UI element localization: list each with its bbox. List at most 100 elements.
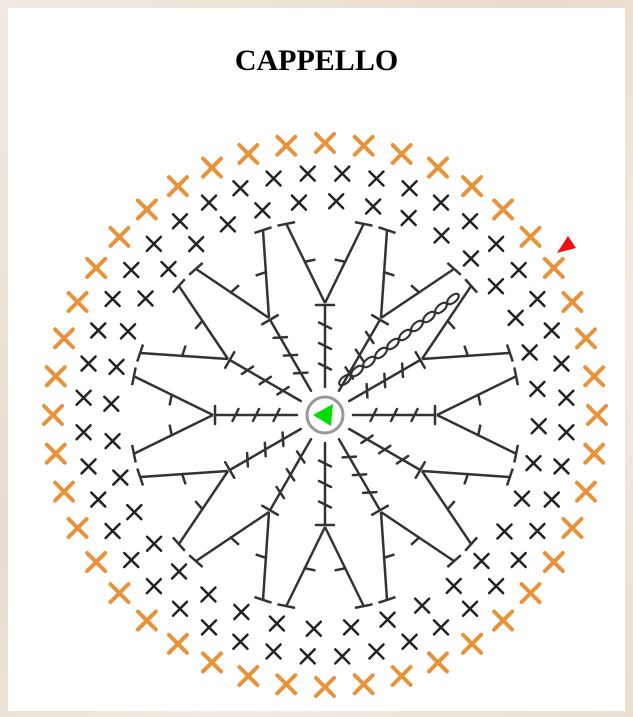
single-crochet xyxy=(543,322,560,339)
single-crochet xyxy=(558,424,575,441)
v-stitch-top xyxy=(378,595,396,604)
v-stitch-top xyxy=(513,367,520,386)
v-stitch-top xyxy=(505,468,514,486)
single-crochet xyxy=(75,389,92,406)
single-crochet xyxy=(232,633,249,650)
single-crochet xyxy=(44,365,67,388)
single-crochet xyxy=(561,291,584,314)
single-crochet xyxy=(542,256,565,279)
v-stitch xyxy=(323,223,365,304)
single-crochet xyxy=(171,213,189,230)
single-crochet xyxy=(42,404,64,426)
v-stitch-top xyxy=(378,226,396,235)
single-crochet xyxy=(66,516,89,539)
single-crochet xyxy=(530,417,547,435)
single-crochet xyxy=(80,458,97,475)
v-stitch-top xyxy=(188,261,204,276)
end-marker xyxy=(557,236,576,253)
single-crochet xyxy=(445,577,463,595)
single-crochet xyxy=(265,170,282,187)
v-stitch-bar xyxy=(334,566,347,572)
v-stitch-bar xyxy=(445,319,456,330)
v-stitch-bar xyxy=(303,566,316,572)
single-crochet xyxy=(426,156,449,179)
v-stitch xyxy=(379,511,389,600)
single-crochet xyxy=(237,143,260,166)
single-crochet xyxy=(53,480,76,503)
single-crochet xyxy=(201,156,224,179)
single-crochet xyxy=(513,490,531,507)
v-stitch-bar xyxy=(180,345,187,358)
single-crochet xyxy=(290,194,308,211)
single-crochet xyxy=(334,165,351,182)
treble-stitch xyxy=(347,427,427,480)
v-stitch-top xyxy=(136,468,145,486)
v-stitch xyxy=(421,469,510,479)
v-stitch xyxy=(420,470,473,545)
v-stitch xyxy=(285,223,327,304)
single-crochet xyxy=(219,216,237,233)
v-stitch-top xyxy=(446,554,462,569)
single-crochet xyxy=(461,600,479,617)
v-stitch-bar xyxy=(463,472,470,485)
single-crochet xyxy=(400,209,417,227)
treble-stitch xyxy=(314,303,336,389)
single-crochet xyxy=(119,323,137,340)
v-stitch xyxy=(380,267,455,320)
single-crochet xyxy=(433,227,450,244)
single-crochet xyxy=(123,551,140,569)
v-stitch-top xyxy=(130,444,137,463)
single-crochet xyxy=(461,175,484,198)
single-crochet xyxy=(553,458,570,475)
treble-stitch xyxy=(260,313,313,393)
chain-stitch xyxy=(446,292,460,306)
single-crochet xyxy=(44,442,67,465)
single-crochet xyxy=(265,643,282,660)
v-stitch xyxy=(420,285,473,360)
v-stitch xyxy=(285,526,327,607)
single-crochet xyxy=(510,551,527,569)
single-crochet xyxy=(275,673,298,696)
single-crochet xyxy=(352,134,375,157)
single-crochet xyxy=(137,290,154,307)
v-stitch xyxy=(323,526,365,607)
single-crochet xyxy=(561,516,584,539)
v-stitch-top xyxy=(254,595,272,604)
v-stitch-top xyxy=(354,603,373,610)
single-crochet xyxy=(461,213,479,230)
v-stitch xyxy=(140,469,229,479)
single-crochet xyxy=(426,651,449,674)
single-crochet xyxy=(268,615,286,632)
single-crochet xyxy=(104,432,121,450)
v-stitch xyxy=(436,413,517,455)
treble-stitch xyxy=(223,427,303,480)
single-crochet xyxy=(390,143,413,166)
single-crochet xyxy=(275,134,298,157)
single-crochet xyxy=(368,170,385,187)
v-stitch-bar xyxy=(194,319,205,330)
single-crochet xyxy=(487,577,505,595)
single-crochet xyxy=(529,380,546,398)
treble-stitch xyxy=(314,441,336,527)
v-stitch-bar xyxy=(194,500,205,511)
single-crochet xyxy=(108,358,125,376)
single-crochet xyxy=(461,632,484,655)
single-crochet xyxy=(104,290,121,308)
v-stitch-top xyxy=(254,226,272,235)
v-stitch-bar xyxy=(255,270,268,277)
v-stitch xyxy=(261,511,271,600)
v-stitch-top xyxy=(464,278,479,294)
v-stitch xyxy=(177,285,230,360)
v-stitch-bar xyxy=(445,500,456,511)
single-crochet xyxy=(135,609,158,632)
single-crochet xyxy=(123,261,140,279)
single-crochet xyxy=(166,175,189,198)
v-stitch-bar xyxy=(334,258,347,264)
single-crochet xyxy=(586,404,608,426)
v-stitch-bar xyxy=(168,393,174,406)
single-crochet xyxy=(519,225,542,248)
v-stitch-top xyxy=(505,344,514,362)
single-crochet xyxy=(201,651,224,674)
single-crochet xyxy=(529,290,546,308)
